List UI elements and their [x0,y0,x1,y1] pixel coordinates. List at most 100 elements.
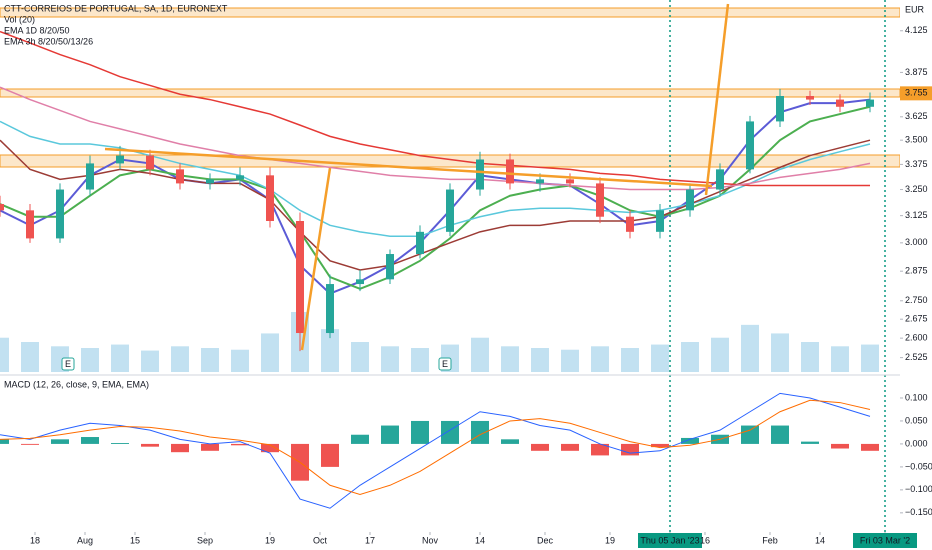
histogram-bar [51,439,69,444]
volume-bar [531,348,549,372]
histogram-bar [171,443,189,453]
date-badge [638,533,702,548]
histogram-bar [861,443,879,451]
x-tick-label: 16 [700,535,710,545]
candle-body [116,155,124,164]
histogram-bar [561,443,579,451]
trend-line [704,3,730,196]
volume-bar [741,324,759,372]
volume-bar [831,346,849,372]
trend-line [104,147,713,188]
trend-line [300,167,332,351]
histogram-bar [531,443,549,451]
candle-body [866,99,874,107]
candle-body [746,121,754,170]
axes: 4.125 3.875 3.625 3.500 3.375 3.250 3.125 3.000… [30,25,932,548]
indicator-line [0,30,870,187]
y-tick-label: −0.050 [905,461,932,471]
histogram-bar [741,425,759,444]
candle-body [26,210,34,239]
histogram-bar [81,437,99,444]
candle-body [416,231,424,255]
legend-entry: EMA 3h 8/20/50/13/26 [4,36,93,46]
volume-bar [591,346,609,372]
y-tick-label: −0.150 [905,507,932,517]
histogram-bar [831,443,849,449]
volume-bar [501,346,519,372]
candle-body [296,221,304,334]
drawings [104,0,886,532]
candle-body [656,210,664,232]
x-tick-label: Feb [762,535,778,545]
histogram-bar [231,443,249,446]
date-badge [853,533,917,548]
x-tick-label: Oct [313,535,328,545]
candle-body [626,216,634,232]
histogram-bar [681,437,699,444]
y-tick-label: −0.100 [905,484,932,494]
x-tick-label: 14 [475,535,485,545]
volume-bar [261,333,279,372]
histogram-bar [441,420,459,444]
indicator-line [0,120,871,237]
zones [0,7,901,168]
resistance-zone [0,88,901,98]
volume-bar [411,348,429,372]
candle-body [326,284,334,334]
volume-bar [201,348,219,372]
candle-body [356,279,364,285]
y-tick-label: 3.000 [905,237,928,247]
volume-bar [471,337,489,372]
histogram-bar [351,434,369,444]
candle-body [176,169,184,184]
histogram-bar [321,443,339,467]
volume-bar [321,329,339,372]
legend-entry: EMA 1D 8/20/50 [4,25,70,35]
price-badge-label: 3.755 [905,88,928,98]
volume-bar [351,342,369,372]
macd-title: MACD (12, 26, close, 9, EMA, EMA) [4,379,149,389]
candle-body [0,204,4,211]
histogram-bar [801,441,819,444]
histogram-bar [651,443,669,448]
candle-body [386,254,394,280]
indicator-line [0,399,871,495]
candle-body [686,189,694,211]
x-tick-label: Sep [197,535,213,545]
legend-entry: Vol (20) [4,14,35,24]
candle-body [596,183,604,217]
histogram-bar [381,425,399,444]
y-tick-label: 4.125 [905,25,928,35]
histogram-bar [501,439,519,444]
indicator-line [0,105,871,290]
x-tick-label: 14 [815,535,825,545]
y-tick-label: 2.750 [905,295,928,305]
volume-bar [171,346,189,372]
y-tick-label: 3.125 [905,210,928,220]
x-tick-label: Thu 05 Jan '23 [640,535,699,545]
y-tick-label: 0.050 [905,415,928,425]
volume-bar [771,333,789,372]
histogram-bar [141,443,159,447]
x-tick-label: Nov [422,535,439,545]
chart-title: CTT-CORREIOS DE PORTUGAL, SA, 1D, EURONE… [4,3,228,13]
indicator-line [0,86,871,191]
y-tick-label: 2.525 [905,352,928,362]
x-tick-label: Fri 03 Mar '2 [860,535,910,545]
candle-body [146,155,154,170]
volume-bar [651,344,669,372]
volume-bar [81,348,99,372]
candle-body [536,179,544,184]
x-tick-label: Aug [77,535,93,545]
x-tick-label: 19 [265,535,275,545]
candle-body [836,99,844,107]
y-tick-label: 0.000 [905,438,928,448]
y-tick-label: 2.675 [905,314,928,324]
histogram-bar [621,443,639,456]
volume-bar [141,350,159,372]
histogram-bar [261,443,279,453]
candle-body [446,189,454,232]
y-tick-label: 3.625 [905,111,928,121]
